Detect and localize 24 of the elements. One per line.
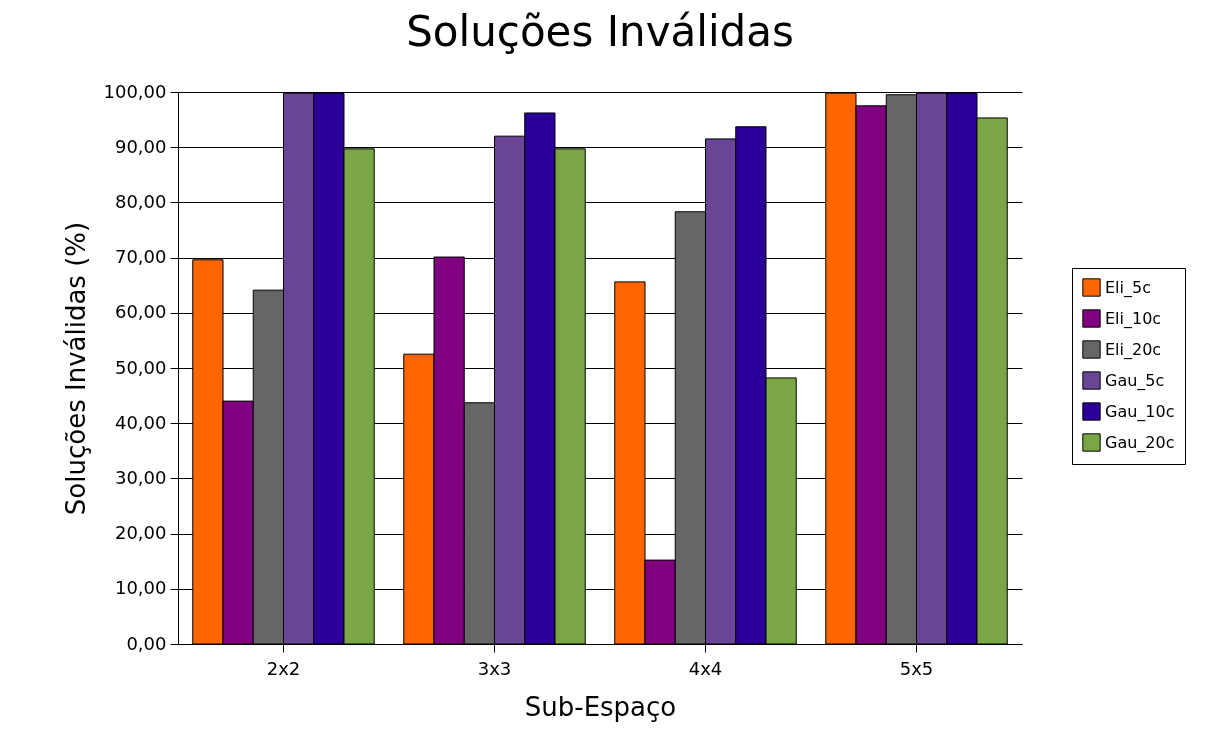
y-tick-label: 90,00 — [114, 135, 167, 157]
legend-label: Eli_10c — [1105, 308, 1162, 329]
y-tick-label: 0,00 — [126, 632, 167, 654]
y-tick-label: 50,00 — [114, 356, 167, 378]
y-tick-label: 80,00 — [114, 190, 167, 212]
x-tick-label: 4x4 — [688, 657, 723, 679]
x-tick-label: 3x3 — [477, 657, 512, 679]
chart-title: Soluções Inválidas — [406, 7, 794, 56]
legend-label: Gau_10c — [1105, 401, 1175, 422]
x-axis-title: Sub-Espaço — [524, 691, 677, 722]
x-tick-label: 5x5 — [899, 657, 934, 679]
y-tick-label: 40,00 — [114, 411, 167, 433]
legend-label: Eli_20c — [1105, 339, 1162, 360]
y-tick-label: 10,00 — [114, 577, 167, 599]
y-tick-label: 30,00 — [114, 466, 167, 488]
y-tick-label: 100,00 — [103, 80, 167, 102]
y-tick-label: 60,00 — [114, 301, 167, 323]
y-tick-label: 70,00 — [114, 246, 167, 268]
legend-label: Gau_20c — [1105, 432, 1175, 453]
y-axis-title: Soluções Inválidas (%) — [60, 221, 91, 516]
legend-label: Eli_5c — [1105, 277, 1151, 298]
y-tick-label: 20,00 — [114, 522, 167, 544]
x-tick-label: 2x2 — [266, 657, 301, 679]
legend-label: Gau_5c — [1105, 370, 1165, 391]
